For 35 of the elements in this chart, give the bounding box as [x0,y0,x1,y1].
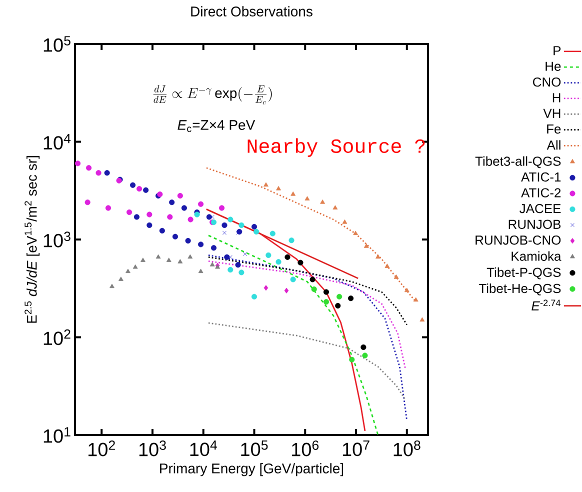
y-tick-label: 10$^{4}$ [44,134,71,150]
legend-label: RUNJOB-CNO [476,236,561,245]
legend-label: Tibet-He-QGS [478,284,561,296]
x-tick-label: 10$^{2}$ [88,440,115,456]
x-axis-title: Primary Energy [GeV/particle] [160,463,344,476]
annotation: $\frac{dJ}{dE}\propto E^{-\gamma}\exp(-\frac{E}{E_c})$ [153,85,272,104]
x-tick-label: 10$^{3}$ [139,440,166,456]
y-tick-label: 10$^{3}$ [44,232,70,248]
annotation: Nearby Source ? [248,138,425,157]
annotation: E$_{c}$=Z×4 PeV [178,120,256,132]
legend-label: All [546,140,560,150]
y-axis-title: E$^{2.5}$ dJ/dE [eV$^{1.5}$/m$^{2}$ sec sr] [24,156,40,323]
x-tick-label: 10$^{5}$ [241,440,268,456]
legend-label: CNO [533,77,561,87]
legend-label: Kamioka [512,251,562,261]
legend-label: ATIC-2 [521,188,561,198]
legend-label: He [546,62,561,71]
legend-label: E$^{-2.74}$ [532,300,560,310]
chart-title: Direct Observations [191,6,312,16]
x-tick-label: 10$^{4}$ [190,440,217,456]
legend-label: VH [543,108,560,118]
y-tick-label: 10$^{2}$ [44,329,70,346]
legend-label: RUNJOB [508,220,561,229]
x-tick-label: 10$^{7}$ [342,440,370,456]
x-tick-label: 10$^{8}$ [394,440,420,456]
y-tick-label: 10$^{1}$ [44,427,70,443]
x-tick-label: 10$^{6}$ [292,440,319,456]
y-tick-label: 10$^{5}$ [44,36,70,52]
legend-label: JACEE [520,204,561,214]
legend-label: H [552,93,560,102]
legend-label: ATIC-1 [521,172,561,182]
legend-label: P [554,46,561,56]
legend-label: Fe [547,124,561,134]
legend-label: Tibet-P-QGS [486,267,561,280]
legend-label: Tibet3-all-QGS [475,156,561,168]
